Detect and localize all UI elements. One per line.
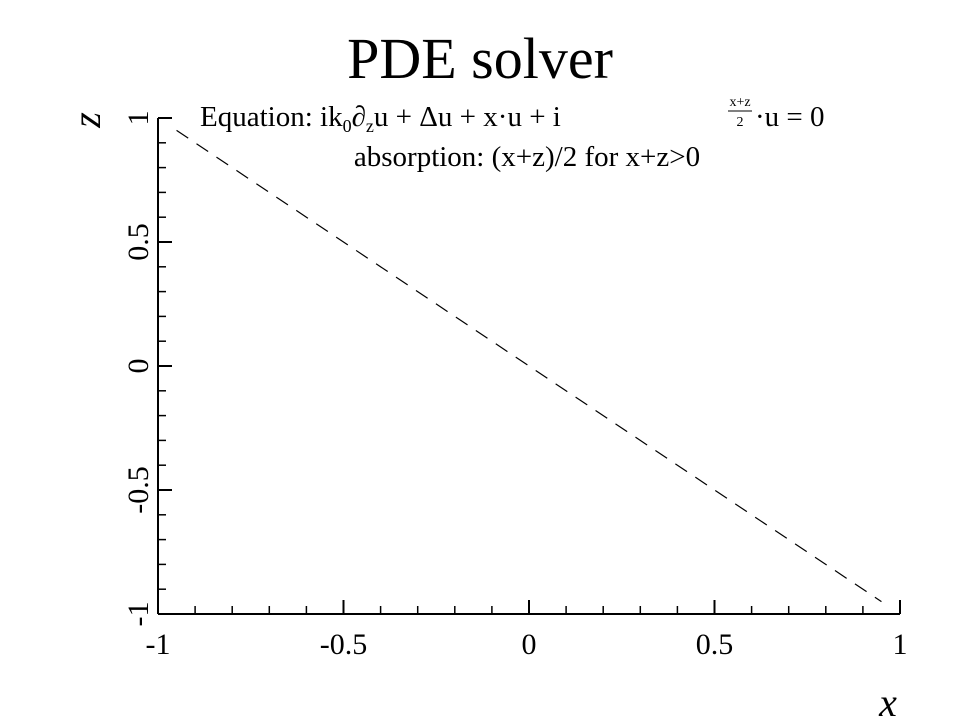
series-group [176,129,882,603]
x-tick-label-2: 0 [522,628,537,661]
x-tick-label-4: 1 [893,628,908,661]
y-tick-label-4: 1 [122,111,155,126]
x-axis-label: x [878,680,897,720]
x-tick-label-3: 0.5 [696,628,734,661]
equation-line: Equation: ik0∂zu + Δu + x·u + i [200,101,561,136]
y-tick-label-2: 0 [122,359,155,374]
x-ticks: -1 -0.5 0 0.5 1 [146,600,908,661]
equation-fraction-denominator: 2 [737,115,744,130]
y-axis-label: z [64,112,109,129]
y-minor-ticks [158,117,166,615]
equation-partial: ∂ [352,101,366,133]
y-tick-label-0: -1 [122,602,155,627]
x-minor-ticks [157,606,901,614]
x-tick-label-1: -0.5 [320,628,368,661]
absorption-line: absorption: (x+z)/2 for x+z>0 [354,141,700,173]
x-tick-label-0: -1 [146,628,171,661]
equation-partial-subscript: z [366,116,374,136]
plot-area: -1 -0.5 0 0.5 1 -1 -0.5 0 0.5 1 [122,111,908,662]
y-tick-label-1: -0.5 [122,466,155,514]
y-tick-label-3: 0.5 [122,223,155,261]
equation-prefix: Equation: ik [200,101,343,133]
series-line-0 [176,129,882,603]
equation-suffix: ·u = 0 [755,101,825,133]
equation-fraction-numerator: x+z [729,95,750,110]
equation-middle: u + Δu + x·u + i [374,101,561,133]
chart-title: PDE solver [347,26,613,91]
y-ticks: -1 -0.5 0 0.5 1 [122,111,172,627]
equation-k-subscript: 0 [343,116,352,136]
